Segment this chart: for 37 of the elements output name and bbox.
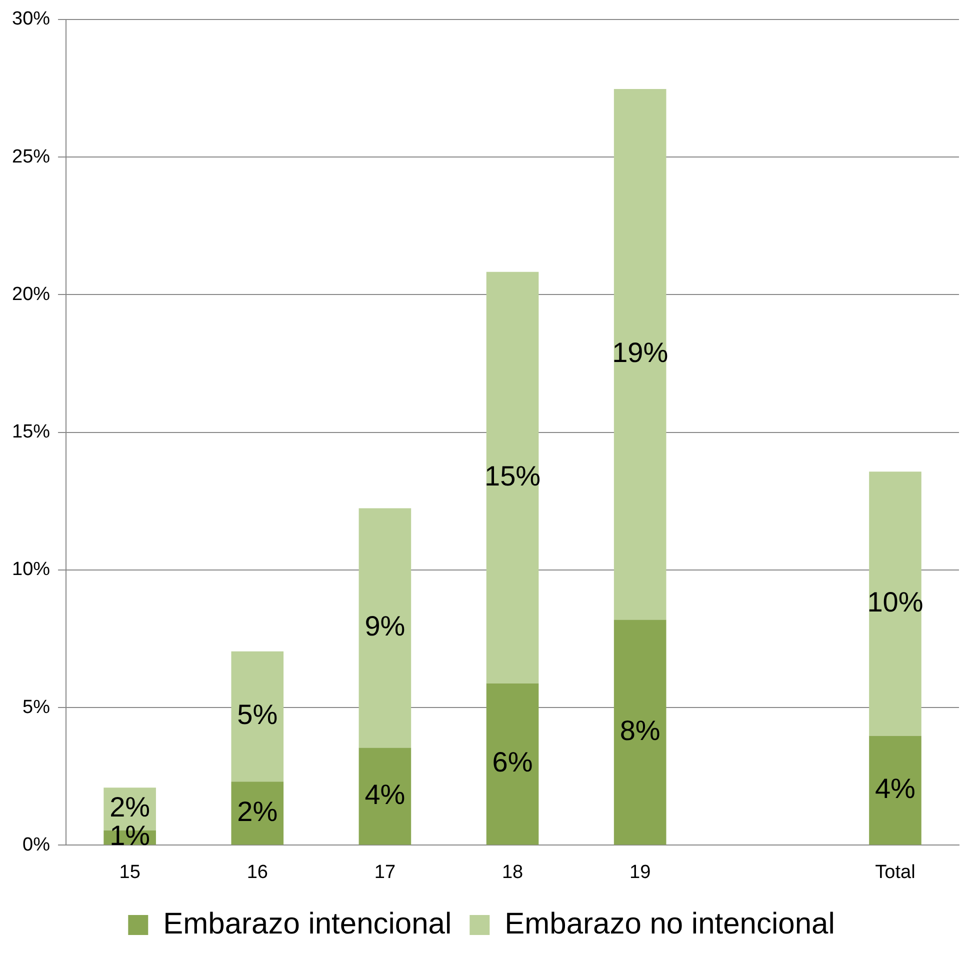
y-tick-label: 20% — [12, 284, 50, 305]
y-tick-label: 30% — [12, 8, 50, 30]
legend-label: Embarazo intencional — [163, 907, 452, 940]
bar — [869, 472, 922, 736]
bar — [231, 651, 284, 782]
bar — [614, 89, 666, 620]
x-tick-label: Total — [875, 862, 916, 883]
x-tick-label: 16 — [246, 862, 268, 883]
data-label: 10% — [867, 586, 924, 618]
y-tick-label: 5% — [22, 696, 50, 718]
y-tick-label: 15% — [12, 422, 50, 443]
data-label: 6% — [492, 746, 533, 778]
bar — [486, 272, 539, 684]
x-tick-label: 18 — [502, 862, 524, 883]
x-tick-label: 15 — [119, 862, 140, 883]
data-label: 2% — [237, 796, 278, 827]
data-label: 15% — [484, 460, 541, 492]
bar — [614, 620, 666, 845]
x-tick-label: 19 — [630, 862, 651, 883]
data-label: 4% — [874, 773, 916, 804]
data-label: 2% — [110, 792, 150, 823]
data-label: 8% — [620, 714, 660, 746]
bar — [358, 748, 412, 845]
bar — [231, 782, 284, 845]
data-label: 9% — [364, 610, 406, 642]
data-label: 5% — [237, 699, 278, 730]
y-tick-label: 10% — [12, 559, 50, 580]
bar — [358, 508, 412, 748]
y-tick-label: 0% — [22, 834, 50, 856]
data-label: 4% — [364, 778, 406, 810]
bar — [486, 683, 539, 845]
bar — [869, 736, 922, 845]
data-label: 1% — [110, 820, 150, 852]
x-tick-label: 17 — [374, 862, 396, 883]
legend-label: Embarazo no intencional — [504, 907, 835, 940]
data-label: 19% — [612, 337, 668, 368]
y-tick-label: 25% — [12, 146, 50, 168]
